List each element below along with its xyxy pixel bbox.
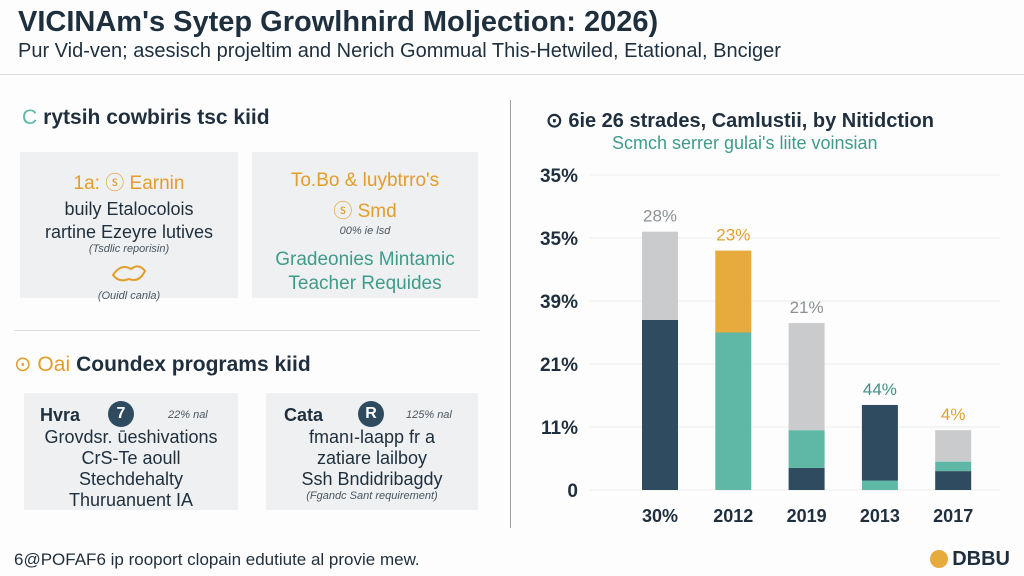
y-tick-label: 0 xyxy=(567,481,578,502)
x-tick-label: 2017 xyxy=(933,506,973,526)
card-line: To.Bo & luybtrro's xyxy=(290,170,440,191)
section-heading-text: rytsih cowbiris tsc kiid xyxy=(43,106,270,129)
card-row: Cata R 125% nal xyxy=(266,401,478,427)
bar-segment xyxy=(935,471,972,490)
y-tick-label: 39% xyxy=(540,292,578,313)
card: To.Bo & luybtrro's ⓢ Smd 00% ie lsd Grad… xyxy=(252,152,478,298)
bar-segment xyxy=(935,461,972,472)
card-line: ⓢ Smd xyxy=(333,201,397,222)
bar-label: 21% xyxy=(790,298,824,317)
x-tick-label: 30% xyxy=(642,506,678,526)
card-line: CrS-Te aoull xyxy=(81,448,181,468)
card: Cata R 125% nal fmanı-laapp fr a zatiare… xyxy=(266,393,478,510)
header-rule xyxy=(0,74,1024,75)
card-badge: 7 xyxy=(108,401,134,427)
bar-segment xyxy=(788,323,825,431)
card-line: Gradeonies Mintamic xyxy=(275,249,455,270)
card-line: rartine Ezeyre lutives xyxy=(44,222,214,242)
card: 1a: ⓢ Earnin buily Etalocolois rartine E… xyxy=(20,152,238,302)
card-note: 00% ie lsd xyxy=(339,225,391,237)
y-tick-label: 35% xyxy=(540,229,578,250)
y-tick-label: 21% xyxy=(540,355,578,376)
chart: 0 11% 21% 39% 35% 35% 28% 30% 23% 2012 21% 2019 44% 2… xyxy=(540,166,1000,526)
bar-label: 28% xyxy=(643,207,677,226)
page-title: VICINAm's Sytep Growlhnird Moljection: 2… xyxy=(18,6,659,38)
bar-segment xyxy=(788,467,825,490)
section-icon: ⊙ Oai xyxy=(14,353,71,376)
bar-segment xyxy=(788,430,825,468)
section-icon: C xyxy=(22,106,38,129)
card-note: (Fgandc Sant requirement) xyxy=(306,490,438,502)
bar-label: 23% xyxy=(716,226,750,245)
card-note: (Tsdlic reporisin) xyxy=(88,243,170,255)
logo-icon xyxy=(930,550,949,568)
x-tick-label: 2013 xyxy=(860,506,900,526)
card-note: (Ouidl canla) xyxy=(97,290,161,302)
card-line: fmanı-laapp fr a xyxy=(308,427,436,447)
card-line: Ssh Bndidribagdy xyxy=(301,469,443,489)
card-line: Grovdsr. ūeshivations xyxy=(44,427,218,447)
card-line: Thuruanuent IA xyxy=(68,490,194,510)
section-rule xyxy=(14,330,480,331)
column-divider xyxy=(510,100,511,528)
x-tick-label: 2019 xyxy=(787,506,827,526)
card-row: Hvra 7 22% nal xyxy=(24,401,238,427)
logo-text: DBBU xyxy=(952,548,1010,570)
bar-label: 44% xyxy=(863,380,897,399)
bar-segment xyxy=(642,319,678,490)
bar-label: 4% xyxy=(941,405,966,424)
card-line: buily Etalocolois xyxy=(64,199,194,219)
chart-title: ⊙ 6ie 26 strades, Camlustii, by Nitidcti… xyxy=(546,110,934,132)
page-subtitle: Pur Vid-ven; asesisch projeltim and Neri… xyxy=(18,40,781,62)
card-icon xyxy=(111,265,147,282)
bar-segment xyxy=(715,250,752,333)
y-tick-label: 35% xyxy=(540,166,578,187)
footer-text: 6@POFAF6 ip rooport clopain edutiute al … xyxy=(14,550,420,569)
card-line: Hvra xyxy=(40,405,81,425)
bar-segment xyxy=(935,430,972,462)
section-heading: ⊙ Oai Coundex programs kiid xyxy=(14,352,311,377)
logo: DBBU xyxy=(930,548,1010,571)
bar-segment xyxy=(861,480,898,490)
card-line: Cata xyxy=(284,405,324,425)
card-line: Teacher Requides xyxy=(288,273,442,294)
y-tick-label: 11% xyxy=(541,418,578,439)
section-heading-text: Coundex programs kiid xyxy=(76,353,311,376)
card-note: 125% nal xyxy=(406,409,452,421)
card-line: 1a: ⓢ Earnin xyxy=(73,173,185,194)
card-note: 22% nal xyxy=(168,409,208,421)
bar-segment xyxy=(642,231,678,320)
chart-subtitle: Scmch serrer gulai's liite voinsian xyxy=(612,133,878,153)
card-line: zatiare lailboy xyxy=(316,448,428,468)
card: Hvra 7 22% nal Grovdsr. ūeshivations CrS… xyxy=(24,393,238,510)
card-badge: R xyxy=(358,401,384,427)
card-line: Stechdehalty xyxy=(78,469,184,489)
bar-segment xyxy=(715,332,752,490)
x-tick-label: 2012 xyxy=(713,506,753,526)
bar-segment xyxy=(861,404,898,481)
